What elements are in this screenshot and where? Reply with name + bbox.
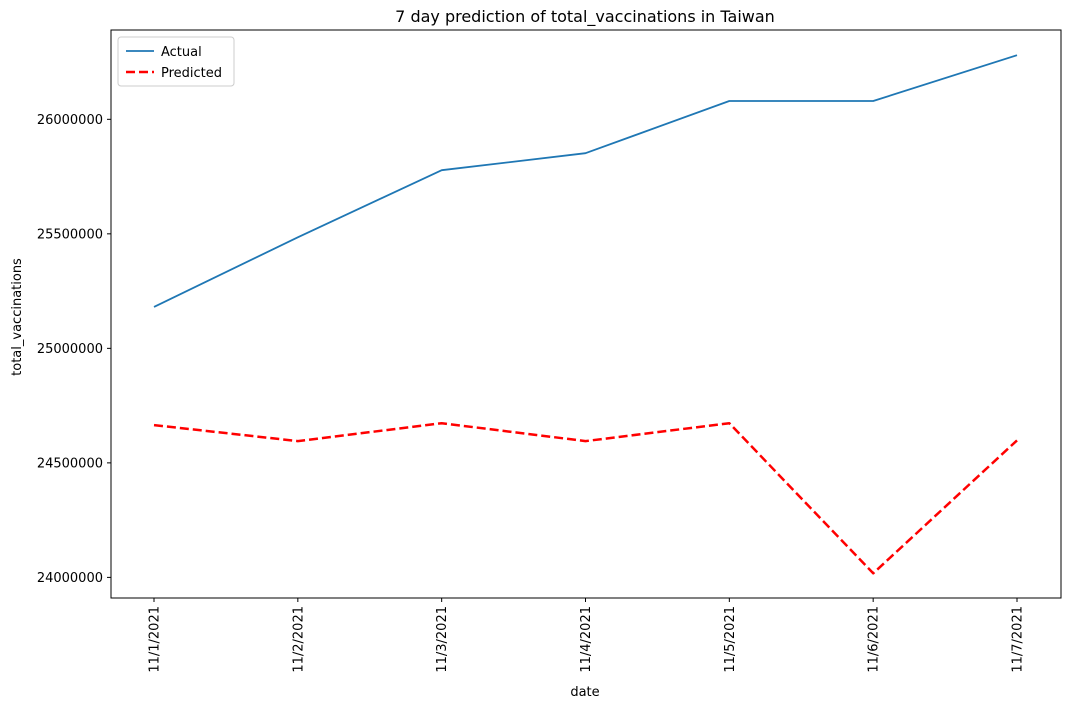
x-tick-label: 11/4/2021 <box>579 606 594 673</box>
x-tick-label: 11/6/2021 <box>867 606 882 673</box>
x-tick-label: 11/5/2021 <box>723 606 738 673</box>
legend-box <box>117 36 235 87</box>
x-axis-label: date <box>570 685 599 700</box>
plot-area <box>110 29 1062 599</box>
legend-label-actual: Actual <box>161 45 202 60</box>
x-axis-ticks: 11/1/2021 11/2/2021 11/3/2021 11/4/2021 11/5… <box>148 598 1026 673</box>
y-axis-label: total_vaccinations <box>10 258 25 376</box>
x-tick-label: 11/3/2021 <box>435 606 450 673</box>
plot-frame <box>110 29 1062 599</box>
x-tick-label: 11/2/2021 <box>291 606 306 673</box>
series-line-actual <box>153 54 1018 308</box>
y-tick-label: 24000000 <box>37 571 103 586</box>
chart-title: 7 day prediction of total_vaccinations i… <box>395 7 775 27</box>
y-tick-label: 26000000 <box>37 113 103 128</box>
y-tick-label: 24500000 <box>37 456 103 471</box>
legend-label-predicted: Predicted <box>161 66 222 81</box>
y-tick-label: 25500000 <box>37 227 103 242</box>
x-tick-label: 11/1/2021 <box>148 606 163 673</box>
legend: Actual Predicted <box>117 36 235 87</box>
series-lines <box>153 54 1018 575</box>
y-tick-label: 25000000 <box>37 342 103 357</box>
y-axis-ticks: 24000000 24500000 25000000 25500000 26000000 <box>37 113 111 586</box>
x-tick-label: 11/7/2021 <box>1011 606 1026 673</box>
series-line-predicted <box>153 421 1018 575</box>
